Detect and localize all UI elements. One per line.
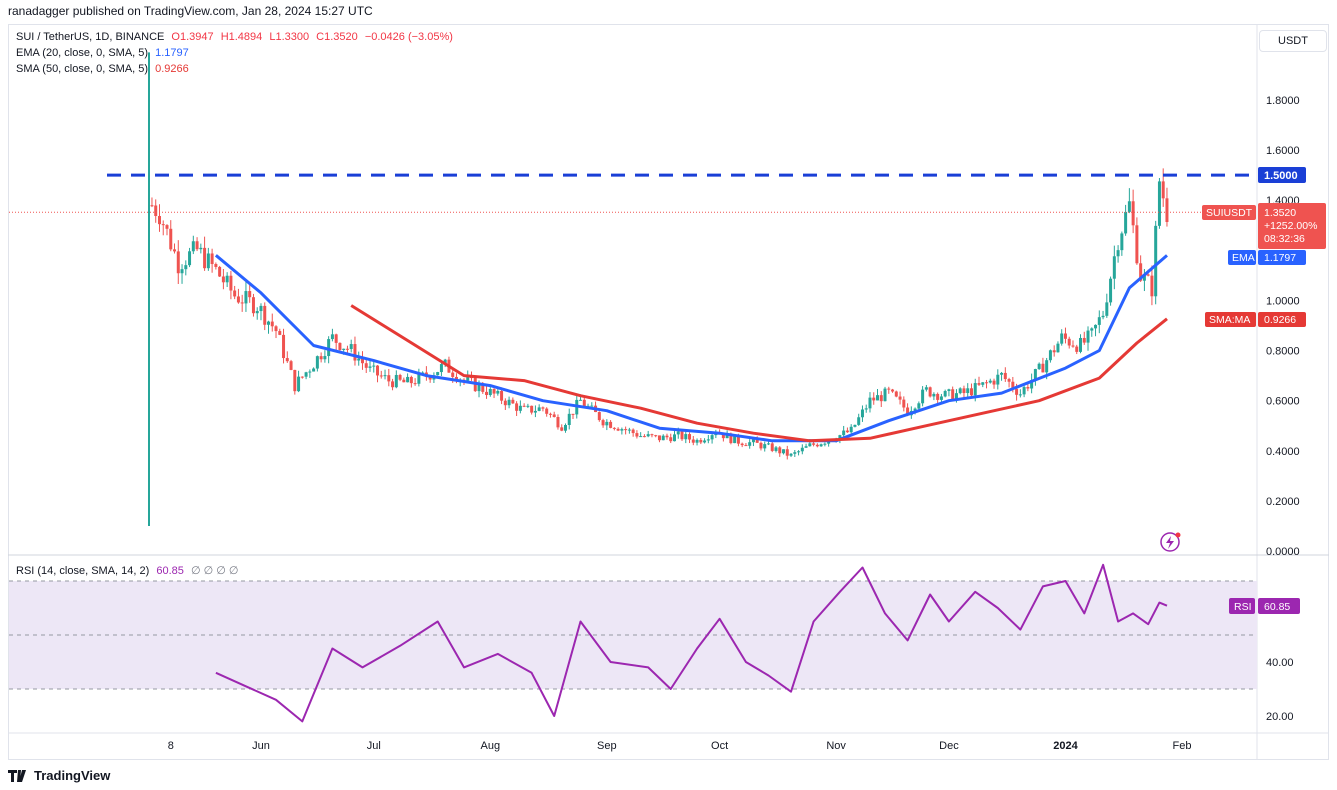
ohlc-low: L1.3300 [269, 31, 310, 43]
rsi-legend[interactable]: RSI (14, close, SMA, 14, 2) 60.85 ∅ ∅ ∅ … [16, 564, 238, 577]
ohlc-close: C1.3520 [316, 31, 358, 43]
sma-legend-label: SMA (50, close, 0, SMA, 5) [16, 63, 149, 75]
ema-legend[interactable]: EMA (20, close, 0, SMA, 5) 1.1797 [16, 47, 189, 59]
ohlc-open: O1.3947 [171, 31, 214, 43]
ohlc-change: −0.0426 (−3.05%) [364, 31, 453, 43]
ema-legend-label: EMA (20, close, 0, SMA, 5) [16, 47, 149, 59]
rsi-legend-value: 60.85 [156, 565, 184, 577]
ema-legend-value: 1.1797 [155, 47, 189, 59]
tradingview-logo[interactable]: TradingView [8, 768, 110, 783]
ohlc-high: H1.4894 [220, 31, 263, 43]
sma-legend-value: 0.9266 [155, 63, 189, 75]
publisher-line: ranadagger published on TradingView.com,… [8, 4, 373, 18]
currency-button[interactable]: USDT [1259, 30, 1327, 52]
sma-legend[interactable]: SMA (50, close, 0, SMA, 5) 0.9266 [16, 63, 189, 75]
chart-frame [8, 24, 1329, 760]
tradingview-logo-icon [8, 769, 26, 782]
symbol-legend[interactable]: SUI / TetherUS, 1D, BINANCE O1.3947 H1.4… [16, 31, 453, 43]
rsi-legend-extra: ∅ ∅ ∅ ∅ [190, 565, 239, 577]
symbol-title: SUI / TetherUS, 1D, BINANCE [16, 31, 165, 43]
tradingview-brand: TradingView [34, 768, 111, 783]
rsi-legend-label: RSI (14, close, SMA, 14, 2) [16, 565, 150, 577]
